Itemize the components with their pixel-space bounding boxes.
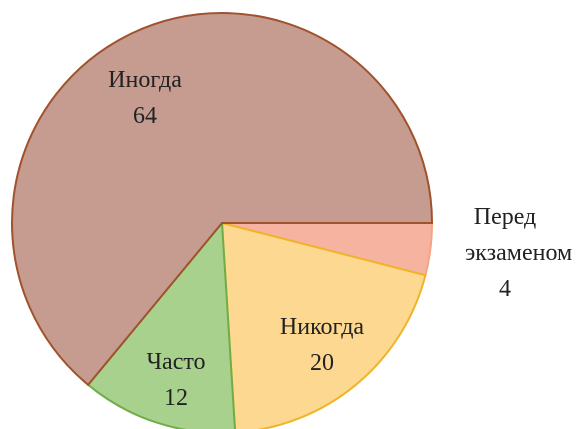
slice-label: Иногда 64 (75, 62, 215, 134)
value-label: 12 (164, 385, 188, 411)
value-label: 20 (310, 350, 334, 376)
category-label: Иногда (108, 67, 182, 93)
slice-label: Перед экзаменом 4 (465, 199, 573, 307)
pie-slice (11, 12, 434, 387)
category-label: Никогда (279, 314, 365, 340)
slice-label: Никогда 20 (252, 309, 392, 381)
value-label: 4 (499, 276, 511, 302)
category-label: Часто (146, 349, 206, 375)
pie-slice (86, 220, 236, 429)
slice-label: Часто 12 (126, 344, 226, 416)
category-label: Перед экзаменом (465, 204, 573, 266)
value-label: 64 (133, 103, 157, 129)
